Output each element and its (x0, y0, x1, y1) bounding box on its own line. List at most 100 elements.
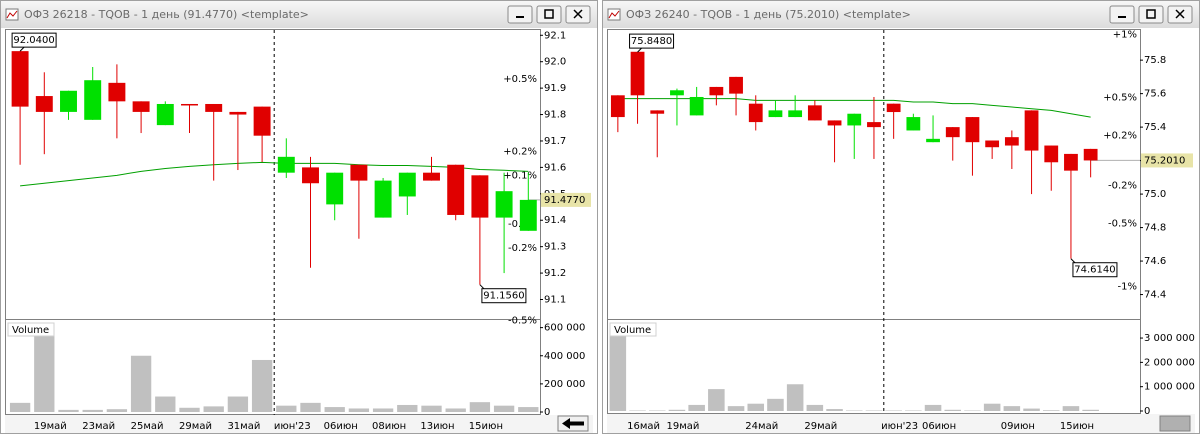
high-marker-label: 75.8480 (631, 36, 672, 47)
volume-tick-label: 1 000 000 (1144, 382, 1195, 393)
volume-bar (1023, 408, 1040, 411)
volume-bar (203, 406, 224, 412)
maximize-button[interactable] (536, 5, 562, 24)
volume-bar (924, 404, 942, 411)
volume-bar (397, 404, 418, 412)
volume-bar (1003, 406, 1021, 411)
candle-body (374, 180, 392, 218)
x-tick-label: 29май (804, 421, 837, 432)
high-marker-box (629, 33, 675, 49)
candle-body (906, 117, 921, 131)
volume-bar (708, 389, 725, 411)
maximize-button[interactable] (1138, 5, 1164, 24)
x-tick-label: 13июн (420, 421, 454, 432)
minimize-button[interactable] (507, 5, 533, 24)
x-tick-label: 31май (227, 421, 260, 432)
volume-tick-label: 200 000 (544, 379, 585, 390)
y-tick-label: 91.9 (544, 83, 566, 94)
volume-tick-label: 0 (1144, 406, 1150, 417)
candle-body (847, 113, 862, 126)
candle-body (326, 172, 344, 205)
scroll-arrow (562, 418, 584, 429)
candle-body (277, 156, 295, 173)
y-tick-label: 74.8 (1144, 223, 1166, 234)
volume-bar (251, 359, 273, 412)
y-tick-label: 75.0 (1144, 189, 1166, 200)
y-tick-label: 91.8 (544, 110, 566, 121)
candle-body (926, 138, 940, 143)
candle-body (630, 51, 645, 96)
candle-body (205, 103, 223, 112)
price-panel (607, 29, 1141, 320)
volume-bar (106, 409, 128, 412)
x-tick-label: 19май (34, 421, 67, 432)
volume-bar (324, 407, 345, 412)
volume-legend: Volume (614, 325, 651, 336)
percent-level: +0.1% (503, 171, 537, 182)
candle-body (709, 86, 724, 96)
volume-bar (155, 396, 176, 412)
window-title: ОФЗ 26218 - TQOB - 1 день (91.4770) <tem… (24, 8, 309, 21)
x-tick-label: 25май (131, 421, 164, 432)
low-marker-leader (479, 284, 485, 290)
last-price-label: 91.4770 (544, 195, 585, 206)
candle-body (350, 164, 368, 181)
maximize-glyph (544, 9, 554, 19)
volume-bar (727, 406, 745, 411)
y-tick-label: 91.1 (544, 295, 566, 306)
window-title: ОФЗ 26240 - TQOB - 1 день (75.2010) <tem… (626, 8, 911, 21)
candle-body (253, 106, 271, 136)
x-tick-label: 06июн (922, 421, 956, 432)
percent-level: -1% (1118, 281, 1137, 292)
candle-body (471, 175, 489, 218)
x-tick-label: 19май (666, 421, 699, 432)
volume-panel (607, 319, 1141, 414)
percent-level: +0.2% (1103, 130, 1137, 141)
high-marker-box (11, 32, 57, 48)
candle-body (670, 90, 684, 96)
percent-level: -0.2% (508, 243, 537, 254)
volume-bar (179, 407, 200, 412)
scroll-button[interactable] (1159, 415, 1191, 432)
low-marker-box (1072, 262, 1118, 278)
candle-body (108, 82, 126, 102)
volume-tick-label: 600 000 (544, 323, 585, 334)
high-marker-label: 92.0400 (13, 35, 54, 46)
y-tick-label: 75.8 (1144, 55, 1166, 66)
candle-body (886, 103, 901, 113)
candle-body (1044, 145, 1059, 163)
percent-level: -0.5% (1108, 218, 1137, 229)
y-tick-label: 75.6 (1144, 89, 1166, 100)
candle-body (867, 122, 881, 128)
y-tick-label: 91.4 (544, 215, 566, 226)
candle-body (11, 51, 29, 107)
volume-bar (747, 403, 765, 411)
y-tick-label: 74.4 (1144, 290, 1166, 301)
x-tick-label: 09июн (1001, 421, 1035, 432)
last-price-box (541, 192, 591, 207)
x-tick-label: 29май (179, 421, 212, 432)
volume-tick-label: 400 000 (544, 351, 585, 362)
maximize-glyph (1146, 9, 1156, 19)
y-tick-label: 92.1 (544, 30, 566, 41)
volume-legend: Volume (12, 325, 49, 336)
minimize-button[interactable] (1109, 5, 1135, 24)
volume-bar (34, 327, 55, 412)
candle-body (181, 103, 198, 106)
candle-body (689, 96, 704, 116)
low-marker-label: 91.1560 (483, 291, 524, 302)
volume-panel (5, 319, 541, 415)
low-marker-box (481, 288, 527, 304)
candle-body (610, 95, 625, 118)
volume-bar (421, 405, 442, 412)
moving-average (20, 161, 529, 187)
date-axis (607, 414, 1195, 433)
x-tick-label: июн'23 (274, 421, 311, 432)
volume-bar (518, 407, 539, 412)
candle-body (156, 103, 174, 126)
window-icon-line (608, 10, 620, 19)
x-tick-label: июн'23 (881, 421, 918, 432)
volume-bar (1062, 406, 1080, 411)
